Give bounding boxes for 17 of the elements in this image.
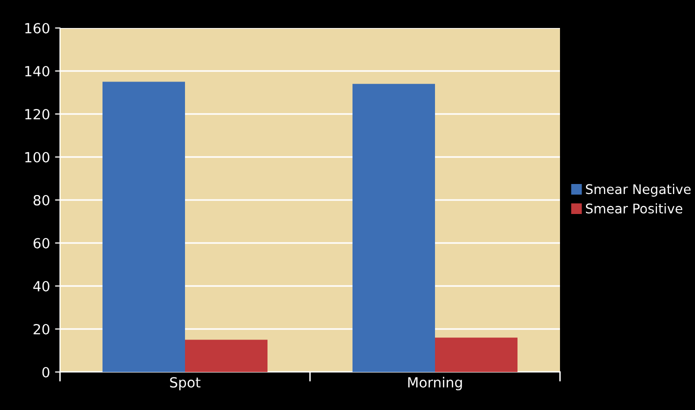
y-tick-label: 20 — [34, 324, 50, 334]
y-tick-label: 0 — [42, 366, 50, 378]
y-tick-label: 100 — [25, 152, 50, 162]
x-tick-label: Spot — [170, 377, 200, 390]
bar — [435, 338, 518, 372]
legend-label: Smear Negative — [586, 184, 691, 197]
y-tick-label: 60 — [34, 238, 50, 248]
bar — [185, 340, 268, 372]
legend-label: Smear Positive — [586, 203, 682, 214]
y-tick-label: 40 — [33, 280, 50, 292]
y-tick-label: 80 — [34, 194, 50, 206]
bar — [102, 82, 185, 372]
y-tick-label: 120 — [25, 108, 50, 120]
x-tick-label: Morning — [408, 376, 462, 390]
y-tick-label: 160 — [25, 22, 50, 34]
y-tick-label: 140 — [25, 66, 50, 76]
bar — [352, 84, 435, 372]
